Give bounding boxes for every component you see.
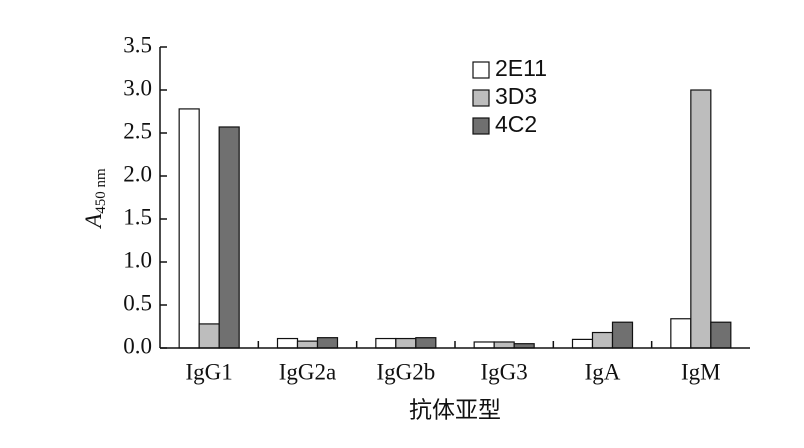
bar	[611, 321, 634, 349]
x-axis-label: 抗体亚型	[409, 397, 501, 422]
bar	[415, 337, 437, 349]
legend-label: 3D3	[495, 83, 537, 109]
y-label-sub: 450 nm	[93, 168, 109, 214]
bar	[178, 108, 200, 349]
y-tick-label: 2.0	[123, 161, 152, 186]
bar	[670, 318, 692, 349]
x-tick-label: IgG3	[481, 359, 528, 384]
bar	[690, 89, 712, 349]
bar	[473, 341, 495, 349]
bar	[591, 331, 614, 349]
y-tick-label: 1.5	[123, 204, 152, 229]
bar	[198, 323, 220, 349]
y-axis-label: A450 nm	[81, 168, 109, 230]
x-tick-label: IgM	[681, 359, 721, 384]
bar	[710, 321, 732, 349]
x-tick-label: IgG2a	[279, 359, 336, 384]
bar	[218, 126, 240, 349]
legend-swatch	[472, 117, 490, 135]
bar	[276, 337, 299, 349]
x-tick-label: IgG2b	[376, 359, 435, 384]
bar	[316, 337, 339, 349]
y-tick-label: 0.5	[123, 290, 152, 315]
legend-label: 2E11	[495, 55, 547, 81]
y-tick-label: 3.5	[123, 32, 152, 57]
bar	[571, 338, 594, 349]
legend-swatch	[472, 61, 490, 79]
y-tick-label: 0.0	[123, 333, 152, 358]
bar	[375, 337, 397, 349]
y-tick-label: 2.5	[123, 118, 152, 143]
y-label-main: A	[81, 213, 106, 230]
legend-swatch	[472, 89, 490, 107]
y-tick-label: 3.0	[123, 75, 152, 100]
x-tick-label: IgA	[585, 359, 621, 384]
bar	[493, 341, 515, 349]
bar	[296, 340, 319, 349]
y-tick-label: 1.0	[123, 247, 152, 272]
x-tick-label: IgG1	[186, 359, 233, 384]
bar	[395, 337, 417, 349]
legend-label: 4C2	[495, 111, 537, 137]
